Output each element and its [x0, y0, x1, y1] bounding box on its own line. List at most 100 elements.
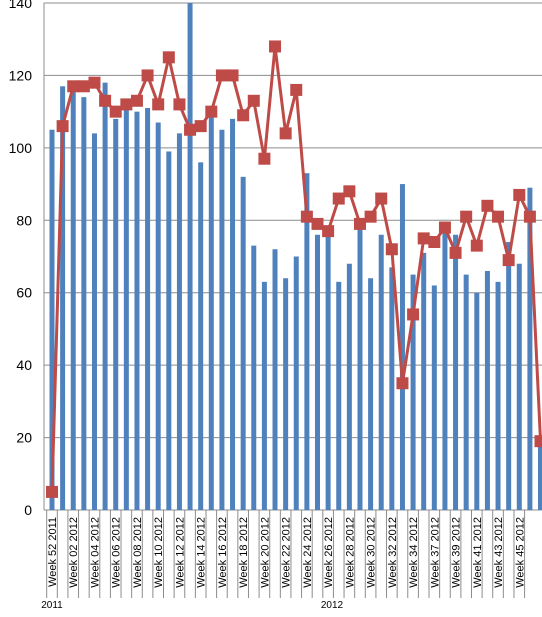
bar	[495, 281, 501, 510]
bar	[134, 111, 140, 511]
year-label: 2011	[41, 600, 63, 611]
marker	[460, 210, 473, 223]
x-tick-label: Week 30 2012	[366, 517, 378, 588]
bar	[166, 151, 172, 510]
bar	[102, 82, 108, 511]
x-tick-label: Week 24 2012	[302, 517, 314, 588]
y-tick-label: 40	[16, 357, 32, 373]
y-tick-label: 140	[9, 0, 33, 11]
marker	[226, 69, 239, 82]
bar	[70, 82, 76, 511]
marker	[194, 120, 207, 133]
x-tick-label: Week 45 2012	[514, 517, 526, 588]
x-tick-label: Week 08 2012	[132, 517, 144, 588]
x-tick-label: Week 37 2012	[429, 517, 441, 588]
bar	[81, 97, 87, 511]
marker	[141, 69, 154, 82]
bar	[516, 263, 522, 510]
x-tick-label: Week 26 2012	[323, 517, 335, 588]
x-tick-label: Week 52 2011	[47, 517, 59, 587]
x-tick-label: Week 14 2012	[196, 517, 208, 588]
bar	[251, 245, 257, 510]
marker	[120, 98, 133, 111]
bar	[463, 274, 469, 510]
marker	[67, 80, 80, 93]
marker	[279, 127, 292, 140]
x-tick-label: Week 12 2012	[174, 517, 186, 588]
bar	[346, 263, 352, 510]
marker	[247, 94, 260, 107]
bar	[431, 285, 437, 510]
x-tick-label: Week 10 2012	[153, 517, 165, 588]
marker	[184, 123, 197, 136]
bar	[389, 267, 395, 510]
marker	[99, 94, 112, 107]
marker	[205, 105, 218, 118]
marker	[88, 76, 101, 89]
bar	[474, 292, 480, 510]
marker	[152, 98, 165, 111]
x-tick-label: Week 28 2012	[344, 517, 356, 588]
bar	[368, 278, 374, 510]
bar	[378, 234, 384, 510]
bar	[208, 111, 214, 511]
marker	[449, 246, 462, 259]
bar	[336, 281, 342, 510]
bar	[283, 278, 289, 510]
marker	[481, 199, 494, 212]
x-tick-label: Week 41 2012	[472, 517, 484, 588]
marker	[258, 152, 271, 165]
bar	[442, 231, 448, 510]
bar	[293, 256, 299, 510]
bar	[123, 104, 129, 511]
marker	[534, 435, 542, 448]
marker	[173, 98, 186, 111]
marker	[290, 83, 303, 96]
marker	[407, 308, 420, 321]
bar	[410, 274, 416, 510]
marker	[417, 232, 430, 245]
marker	[130, 94, 143, 107]
x-tick-label: Week 34 2012	[408, 517, 420, 588]
marker	[364, 210, 377, 223]
marker	[343, 185, 356, 198]
y-tick-label: 80	[16, 212, 32, 228]
bar	[155, 122, 161, 510]
bar	[198, 162, 204, 511]
x-tick-label: Week 22 2012	[281, 517, 293, 588]
bar	[453, 234, 459, 510]
y-tick-label: 0	[24, 502, 32, 518]
marker	[162, 51, 175, 64]
x-tick-label: Week 18 2012	[238, 517, 250, 588]
bar	[315, 234, 320, 510]
marker	[353, 217, 366, 230]
marker	[523, 210, 536, 223]
bar	[145, 108, 151, 511]
y-tick-label: 120	[9, 67, 33, 83]
bar	[506, 242, 512, 510]
bar	[176, 133, 182, 510]
marker	[109, 105, 122, 118]
bar	[91, 133, 97, 510]
marker	[46, 485, 58, 498]
marker	[502, 254, 515, 267]
y-tick-label: 60	[16, 285, 32, 301]
marker	[237, 109, 250, 122]
x-tick-label: Week 06 2012	[111, 517, 123, 588]
marker	[513, 188, 526, 201]
bar	[399, 184, 405, 511]
bar	[421, 252, 427, 510]
bar	[325, 231, 331, 510]
marker	[56, 120, 69, 133]
marker	[322, 225, 335, 238]
bar	[272, 249, 278, 510]
marker	[375, 192, 388, 205]
marker	[77, 80, 90, 93]
x-tick-label: Week 16 2012	[217, 517, 229, 588]
bar	[187, 3, 193, 510]
bar	[527, 187, 533, 510]
bar	[60, 86, 66, 511]
marker	[438, 221, 451, 234]
x-tick-label: Week 39 2012	[451, 517, 463, 588]
